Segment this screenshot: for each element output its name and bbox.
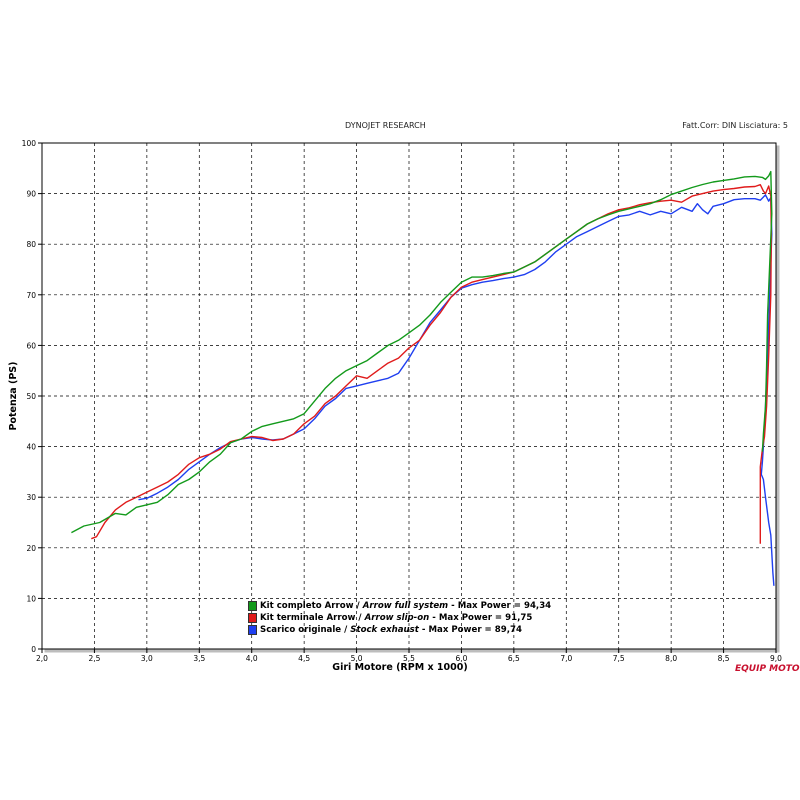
y-tick-label: 10 bbox=[26, 594, 36, 603]
x-tick-label: 6,0 bbox=[455, 654, 467, 663]
legend-max-power: Max Power = 89,74 bbox=[428, 625, 522, 635]
legend: Kit completo Arrow / Arrow full system -… bbox=[248, 600, 551, 636]
x-tick-label: 6,5 bbox=[508, 654, 520, 663]
legend-name-italic: Arrow slip-on bbox=[364, 613, 430, 623]
x-tick-label: 2,5 bbox=[88, 654, 100, 663]
legend-swatch bbox=[248, 625, 257, 635]
x-tick-label: 2,0 bbox=[36, 654, 48, 663]
y-tick-label: 0 bbox=[31, 645, 36, 654]
y-tick-label: 100 bbox=[22, 139, 37, 148]
series-lines bbox=[71, 170, 775, 586]
y-tick-label: 90 bbox=[26, 190, 36, 199]
legend-name: Scarico originale bbox=[260, 625, 342, 635]
x-tick-label: 7,5 bbox=[613, 654, 625, 663]
legend-max-power: Max Power = 94,34 bbox=[457, 601, 552, 611]
y-tick-label: 70 bbox=[26, 291, 36, 300]
y-tick-label: 60 bbox=[26, 341, 36, 350]
y-tick-label: 20 bbox=[26, 544, 36, 553]
watermark-logo: EQUIP MOTO bbox=[735, 664, 800, 674]
chart-title: DYNOJET RESEARCH bbox=[345, 121, 426, 130]
y-tick-label: 50 bbox=[26, 392, 36, 401]
correction-info: Fatt.Corr: DIN Lisciatura: 5 bbox=[682, 121, 788, 130]
y-tick-label: 30 bbox=[26, 493, 36, 502]
x-tick-label: 9,0 bbox=[770, 654, 782, 663]
legend-item: Kit completo Arrow / Arrow full system -… bbox=[248, 600, 551, 612]
grid bbox=[42, 143, 777, 649]
x-tick-label: 3,0 bbox=[141, 654, 153, 663]
legend-item: Kit terminale Arrow / Arrow slip-on - Ma… bbox=[248, 612, 551, 624]
series-line-2 bbox=[91, 184, 772, 544]
x-tick-label: 4,5 bbox=[298, 654, 310, 663]
x-tick-label: 5,0 bbox=[351, 654, 363, 663]
legend-name-italic: Stock exhaust bbox=[350, 625, 419, 635]
x-tick-label: 8,5 bbox=[718, 654, 730, 663]
x-tick-label: 3,5 bbox=[193, 654, 205, 663]
y-tick-label: 40 bbox=[26, 443, 36, 452]
legend-max-power: Max Power = 91,75 bbox=[438, 613, 533, 623]
series-line-1 bbox=[71, 170, 773, 534]
x-tick-label: 7,0 bbox=[560, 654, 572, 663]
legend-item: Scarico originale / Stock exhaust - Max … bbox=[248, 624, 551, 636]
legend-name-italic: Arrow full system bbox=[362, 601, 449, 611]
legend-swatch bbox=[248, 601, 257, 611]
x-tick-label: 8,0 bbox=[665, 654, 677, 663]
legend-swatch bbox=[248, 613, 257, 623]
x-tick-label: 5,5 bbox=[403, 654, 415, 663]
x-tick-label: 4,0 bbox=[246, 654, 258, 663]
x-axis-ticks: 2,0 2,5 3,0 3,5 4,0 4,5 5,0 5,5 6,0 6,5 7,0 7,5 8,0 8… bbox=[36, 649, 782, 663]
y-tick-label: 80 bbox=[26, 240, 36, 249]
legend-name: Kit completo Arrow bbox=[260, 601, 354, 611]
y-axis-ticks: 0 10 20 30 40 50 60 70 80 90 100 bbox=[22, 139, 42, 654]
x-axis-label: Giri Motore (RPM x 1000) bbox=[332, 662, 467, 673]
legend-name: Kit terminale Arrow bbox=[260, 613, 356, 623]
y-axis-label: Potenza (PS) bbox=[8, 362, 19, 431]
